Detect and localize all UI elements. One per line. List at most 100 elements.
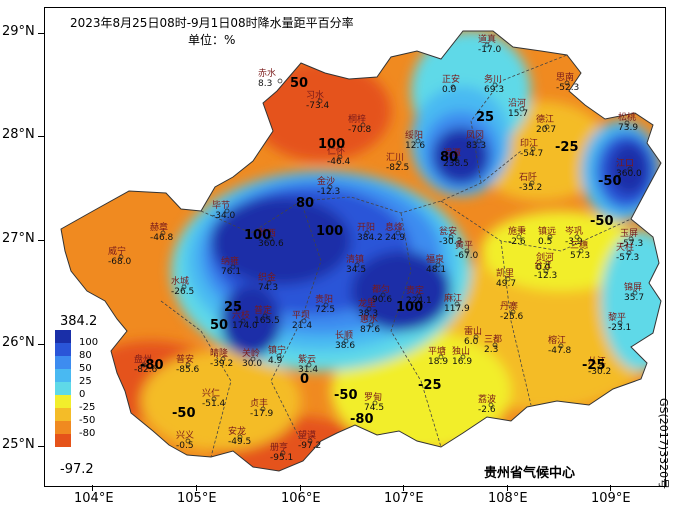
contour-label: 50 — [290, 76, 309, 91]
station-53: 晴隆 -39.2 — [210, 346, 233, 369]
station-3: 沿河 15.7 — [508, 96, 528, 119]
station-2: 务川 69.3 — [484, 72, 504, 95]
lat-tick — [38, 33, 44, 34]
station-16: 石阡 -35.2 — [519, 170, 542, 193]
station-value: 31.4 — [298, 365, 319, 375]
station-name: 纳雍 — [221, 257, 240, 267]
contour-label: -80 — [140, 358, 164, 373]
lon-tick — [300, 485, 301, 491]
station-5: 习水 -73.4 — [306, 88, 329, 111]
legend-swatch — [55, 330, 71, 343]
station-value: -68.0 — [108, 257, 132, 267]
contour-label: 100 — [396, 300, 424, 315]
station-name: 道真 — [478, 35, 497, 45]
legend-swatch — [55, 382, 71, 395]
station-40: 剑河 0.0 — [536, 250, 554, 273]
station-value: -54.7 — [520, 149, 544, 159]
station-value: 24.9 — [385, 233, 406, 243]
contour-label: 100 — [244, 228, 272, 243]
lat-tick — [38, 240, 44, 241]
station-value: -57.3 — [616, 253, 640, 263]
station-value: 0.5 — [538, 237, 553, 247]
map-frame — [44, 7, 666, 487]
legend-level-label: 100 — [79, 337, 99, 348]
legend-swatch — [55, 434, 71, 447]
station-65: 从江 -30.2 — [588, 354, 611, 377]
station-name: 施秉 — [508, 227, 527, 237]
station-21: 威宁 -68.0 — [108, 244, 131, 267]
legend-level-label: -80 — [79, 428, 96, 439]
station-0: 道真 -17.0 — [478, 32, 501, 55]
station-name: 江口 — [616, 159, 635, 169]
station-name: 黔西 — [258, 229, 277, 239]
station-4: 赤水 8.3 — [258, 66, 276, 89]
station-68: 望谟 -97.2 — [298, 428, 321, 451]
station-55: 镇宁 4.9 — [268, 343, 286, 366]
lon-label-105: 105°E — [177, 491, 217, 506]
station-value: 238.5 — [443, 159, 469, 169]
station-name: 惠水 — [360, 315, 379, 325]
station-value: 74.3 — [258, 283, 279, 293]
station-name: 岑巩 — [565, 227, 584, 237]
station-value: 74.5 — [364, 403, 385, 413]
station-value: 73.9 — [618, 123, 639, 133]
legend-swatch — [55, 356, 71, 369]
station-name: 赫章 — [150, 223, 169, 233]
station-value: 49.7 — [496, 279, 517, 289]
credit-label: 贵州省气候中心 — [484, 466, 576, 481]
station-value: -3.9 — [565, 237, 583, 247]
legend-max-value: 384.2 — [60, 314, 98, 329]
station-12: 松桃 73.9 — [618, 110, 638, 133]
station-69: 罗甸 74.5 — [364, 390, 384, 413]
station-1: 正安 0.0 — [442, 72, 460, 95]
legend-level-label: 50 — [79, 363, 92, 374]
contour-label: -50 — [590, 214, 614, 229]
station-name: 关岭 — [242, 349, 261, 359]
unit-label: 单位：% — [188, 33, 236, 47]
station-name: 德江 — [536, 115, 555, 125]
station-value: -25.6 — [500, 312, 524, 322]
station-14: 汇川 -82.5 — [386, 150, 409, 173]
contour-label: 50 — [210, 318, 229, 333]
station-name: 习水 — [306, 91, 325, 101]
lon-label-107: 107°E — [384, 491, 424, 506]
station-value: -17.9 — [250, 409, 274, 419]
station-name: 丹寨 — [500, 302, 519, 312]
map-approval-number: GS(2017)3320号 — [657, 398, 670, 490]
station-19: 毕节 -34.0 — [212, 198, 235, 221]
station-value: 30.0 — [242, 359, 263, 369]
station-72: 安龙 -49.5 — [228, 424, 251, 447]
legend-level-label: 25 — [79, 376, 92, 387]
station-name: 镇宁 — [268, 346, 287, 356]
legend: 100 80 50 25 0 -25 -50 -80 — [55, 330, 98, 447]
station-value: -23.1 — [608, 323, 632, 333]
station-name: 长顺 — [335, 331, 354, 341]
station-name: 三穗 — [570, 241, 589, 251]
station-value: -26.5 — [171, 287, 195, 297]
station-value: 34.5 — [346, 265, 367, 275]
station-value: 12.6 — [405, 141, 426, 151]
contour-label: -50 — [334, 388, 358, 403]
station-26: 施秉 -2.6 — [508, 224, 526, 247]
station-value: 69.3 — [484, 85, 505, 95]
station-name: 务川 — [484, 75, 503, 85]
station-name: 三都 — [484, 335, 503, 345]
station-name: 玉屏 — [620, 229, 639, 239]
station-value: -97.2 — [298, 441, 322, 451]
station-name: 望谟 — [298, 431, 317, 441]
station-value: -12.3 — [534, 271, 558, 281]
legend-swatch — [55, 395, 71, 408]
lat-tick — [38, 136, 44, 137]
station-name: 六枝 — [232, 311, 251, 321]
station-31: 水城 -26.5 — [171, 274, 194, 297]
station-38: 福泉 48.1 — [426, 252, 446, 275]
station-value: 360.0 — [616, 169, 642, 179]
station-name: 绥阳 — [405, 131, 424, 141]
station-70: 荔波 -2.6 — [478, 392, 496, 415]
station-value: -85.6 — [176, 365, 200, 375]
station-value: -51.4 — [202, 399, 226, 409]
contour-label: -25 — [418, 378, 442, 393]
station-32: 黄平 -67.0 — [455, 238, 478, 261]
station-value: 57.3 — [570, 251, 591, 261]
station-name: 贵阳 — [315, 295, 334, 305]
